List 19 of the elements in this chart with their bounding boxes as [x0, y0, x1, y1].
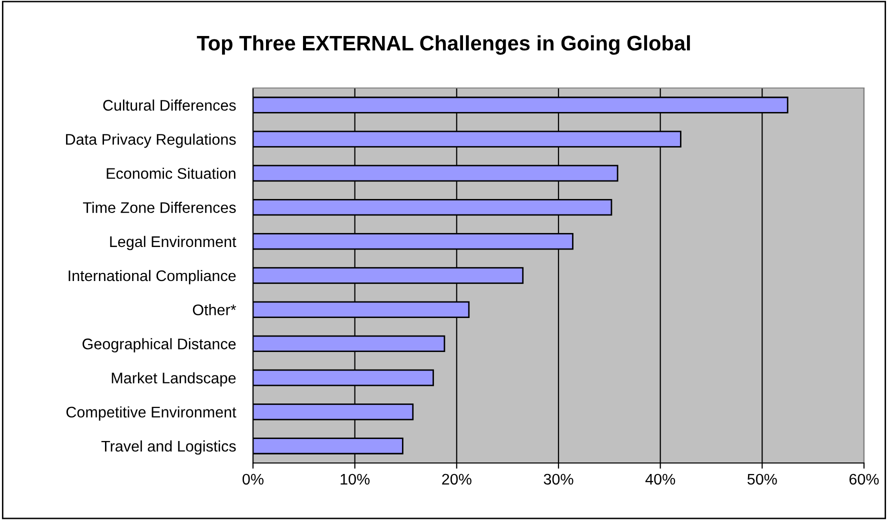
chart-title: Top Three EXTERNAL Challenges in Going Global — [196, 35, 690, 55]
y-tick-label: Travel and Logistics — [101, 440, 236, 455]
y-tick-label: International Compliance — [68, 270, 236, 284]
y-tick-label: Competitive Environment — [66, 406, 236, 421]
y-tick-label: Cultural Differences — [103, 100, 236, 111]
x-tick-label: 60% — [849, 474, 879, 485]
y-tick-label: Market Landscape — [112, 372, 236, 386]
x-tick-label: 0% — [242, 474, 264, 485]
x-tick-label: 30% — [544, 474, 574, 485]
y-tick-label: Geographical Distance — [82, 338, 236, 352]
y-tick-label: Legal Environment — [110, 236, 236, 250]
y-tick-label: Data Privacy Regulations — [66, 134, 236, 148]
x-tick-label: 20% — [442, 474, 472, 485]
y-tick-label: Other* — [192, 304, 236, 316]
x-tick-label: 40% — [645, 474, 676, 485]
y-tick-label: Economic Situation — [106, 168, 236, 179]
x-tick-label: 50% — [747, 474, 777, 485]
x-tick-label: 10% — [340, 474, 370, 485]
y-tick-label: Time Zone Differences — [82, 202, 236, 214]
